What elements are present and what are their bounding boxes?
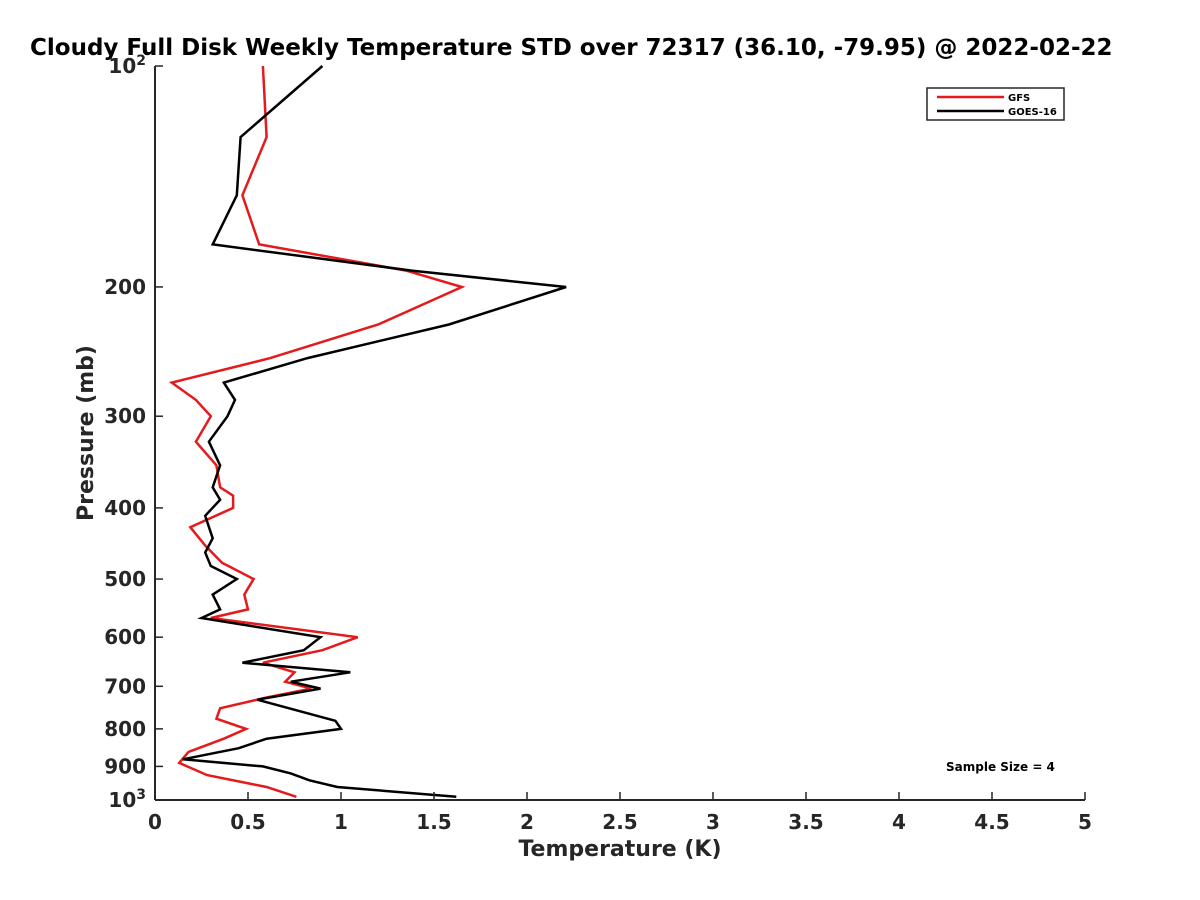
x-tick-label: 2.5 xyxy=(602,810,637,834)
y-tick-label: 103 xyxy=(108,787,146,812)
y-tick-label: 200 xyxy=(104,275,146,299)
sample-size-annotation: Sample Size = 4 xyxy=(946,760,1055,774)
y-tick-label-base: 700 xyxy=(104,674,146,698)
x-axis-label: Temperature (K) xyxy=(518,837,721,862)
x-tick-label: 0.5 xyxy=(230,810,265,834)
series-layer xyxy=(168,65,567,799)
y-tick-label: 700 xyxy=(104,674,146,698)
x-tick-label: 3.5 xyxy=(788,810,823,834)
series-line-goes-16 xyxy=(182,65,567,799)
legend-label-gfs: GFS xyxy=(1008,93,1030,104)
y-tick-label-base: 300 xyxy=(104,404,146,428)
x-tick-label: 1 xyxy=(334,810,348,834)
y-tick-label-exponent: 2 xyxy=(136,53,146,69)
x-ticks: 0 0.5 1 1.5 2 2.5 3 3.5 4 4.5 5 xyxy=(148,792,1092,834)
y-axis-label: Pressure (mb) xyxy=(74,345,99,521)
x-tick-label: 4.5 xyxy=(974,810,1009,834)
y-tick-label-base: 10 xyxy=(108,54,136,78)
legend-label-goes16: GOES-16 xyxy=(1008,107,1057,118)
y-tick-label: 600 xyxy=(104,625,146,649)
x-tick-label: 0 xyxy=(148,810,162,834)
y-tick-label: 800 xyxy=(104,717,146,741)
x-tick-label: 1.5 xyxy=(416,810,451,834)
y-tick-label: 102 xyxy=(108,53,146,78)
y-tick-label-base: 10 xyxy=(108,788,136,812)
series-line-gfs xyxy=(168,65,466,798)
y-tick-label-base: 900 xyxy=(104,754,146,778)
y-tick-label: 400 xyxy=(104,496,146,520)
x-tick-label: 4 xyxy=(892,810,906,834)
x-tick-label: 3 xyxy=(706,810,720,834)
chart-title: Cloudy Full Disk Weekly Temperature STD … xyxy=(30,35,1113,61)
x-tick-label: 2 xyxy=(520,810,534,834)
y-tick-label-base: 600 xyxy=(104,625,146,649)
y-tick-label: 500 xyxy=(104,567,146,591)
y-tick-label-base: 800 xyxy=(104,717,146,741)
y-tick-label-base: 400 xyxy=(104,496,146,520)
legend: GFS GOES-16 xyxy=(926,87,1065,121)
x-tick-label: 5 xyxy=(1078,810,1092,834)
y-tick-label-base: 500 xyxy=(104,567,146,591)
y-tick-label-base: 200 xyxy=(104,275,146,299)
y-tick-label: 900 xyxy=(104,754,146,778)
y-tick-label: 300 xyxy=(104,404,146,428)
legend-box xyxy=(926,87,1065,121)
y-tick-label-exponent: 3 xyxy=(136,787,146,803)
